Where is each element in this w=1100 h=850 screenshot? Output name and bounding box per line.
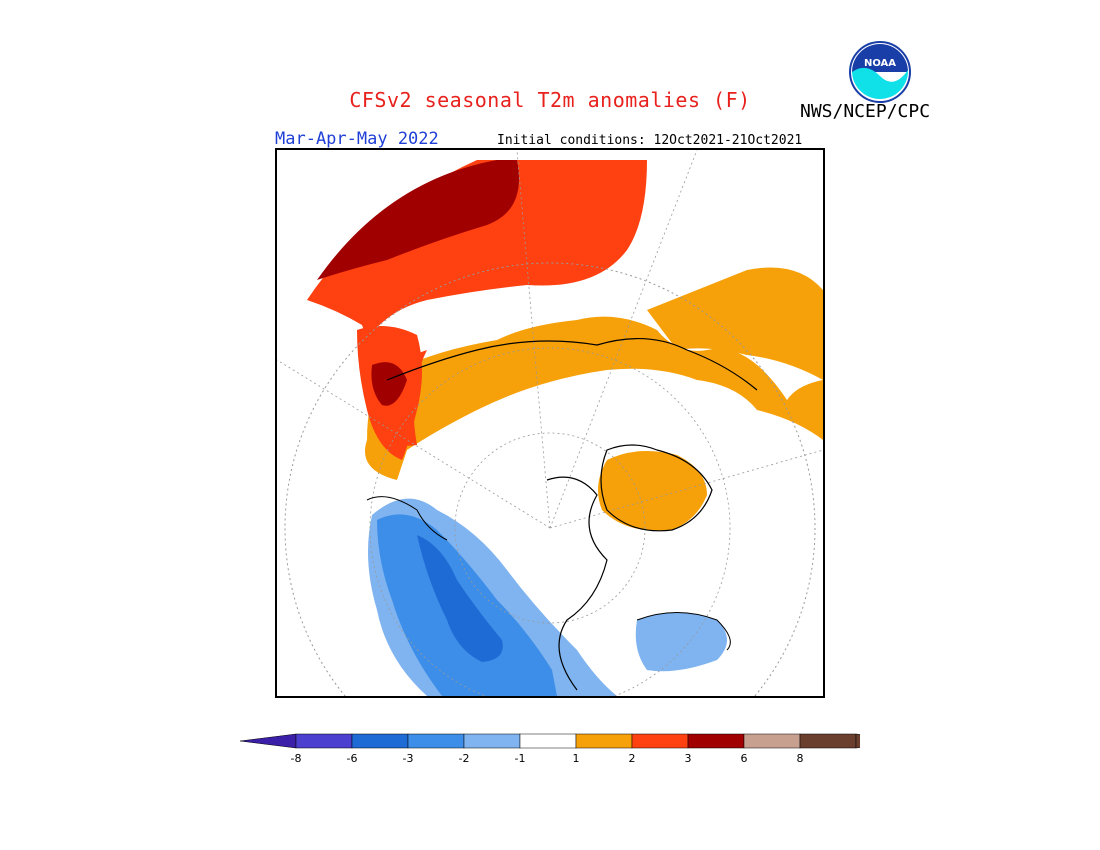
anomaly-region-1to2 [647, 267, 823, 380]
colorbar-swatch [295, 733, 353, 749]
colorbar-tick-label: 1 [573, 752, 580, 765]
noaa-logo: NOAA [849, 41, 911, 103]
coastline [546, 476, 608, 691]
colorbar: -8 -6 -3 -2 -1 1 2 3 6 8 [240, 733, 860, 765]
equator-circle [284, 262, 816, 696]
coastline [386, 338, 758, 391]
anomaly-region-1to2 [598, 451, 707, 531]
colorbar-swatch [407, 733, 465, 749]
anomaly-region-3to6 [371, 362, 407, 406]
initial-conditions-label: Initial conditions: 12Oct2021-21Oct2021 [497, 133, 803, 148]
colorbar-swatch [351, 733, 409, 749]
colorbar-tick-label: 3 [685, 752, 692, 765]
coastline [366, 496, 448, 541]
colorbar-swatch [463, 733, 521, 749]
colorbar-tick-label: -6 [347, 752, 358, 765]
latitude-circle [454, 432, 646, 624]
polar-map [275, 148, 825, 698]
colorbar-tick-label: -2 [459, 752, 470, 765]
season-label: Mar-Apr-May 2022 [275, 129, 439, 149]
colorbar-tick-label: 6 [741, 752, 748, 765]
colorbar-tick-label: -3 [403, 752, 414, 765]
colorbar-tick-label: -1 [515, 752, 526, 765]
colorbar-tick-label: 2 [629, 752, 636, 765]
coastline [600, 444, 713, 532]
meridian [277, 359, 551, 529]
colorbar-tick-label: -8 [291, 752, 302, 765]
meridian [549, 449, 823, 529]
colorbar-swatch [687, 733, 745, 749]
colorbar-low-arrow [240, 733, 297, 749]
colorbar-swatch [519, 733, 577, 749]
chart-title: CFSv2 seasonal T2m anomalies (F) [349, 88, 751, 112]
agency-label: NWS/NCEP/CPC [800, 101, 931, 122]
colorbar-tick-label: 8 [797, 752, 804, 765]
colorbar-swatch [743, 733, 801, 749]
colorbar-swatch [575, 733, 633, 749]
anomaly-region-minus6to-3 [417, 535, 503, 662]
meridian [516, 150, 551, 529]
anomaly-region-3to6 [317, 160, 519, 280]
colorbar-swatch [631, 733, 689, 749]
anomaly-region-minus2to-1 [635, 612, 727, 672]
coastline [636, 612, 731, 651]
logo-text: NOAA [864, 58, 896, 69]
colorbar-high-arrow [855, 733, 860, 749]
colorbar-swatch [799, 733, 857, 749]
latitude-circle [369, 347, 731, 696]
